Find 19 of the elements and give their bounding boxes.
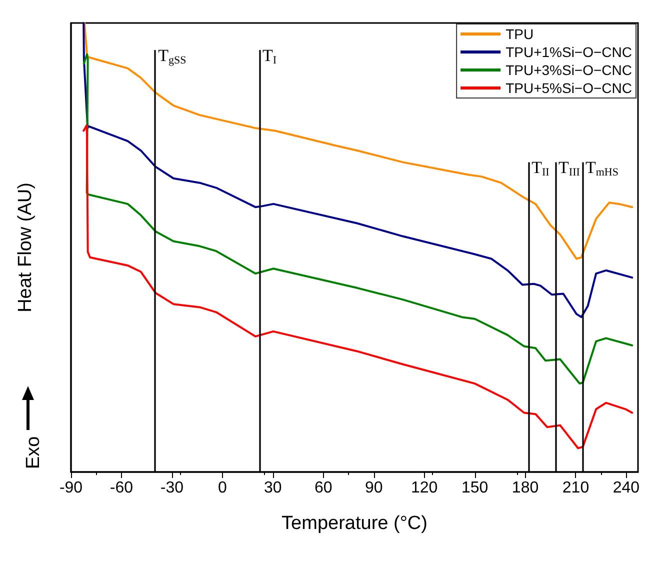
legend-label: TPU — [506, 26, 534, 42]
x-tick-label: -30 — [160, 480, 184, 496]
x-tick-label: -90 — [59, 480, 83, 496]
x-tick-label: 60 — [314, 480, 332, 496]
text: Exo — [23, 436, 44, 469]
x-axis-title: Temperature (°C) — [282, 513, 428, 534]
x-tick-label: 0 — [218, 480, 227, 496]
y-axis-title: Heat Flow (AU) — [15, 182, 36, 312]
x-tick-label: -60 — [110, 480, 134, 496]
x-tick-label: 240 — [612, 480, 640, 496]
legend-label: TPU+1%Si−O−CNC — [506, 44, 632, 60]
legend-label: TPU+3%Si−O−CNC — [506, 62, 632, 78]
legend-label: TPU+5%Si−O−CNC — [506, 80, 632, 96]
x-tick-label: 120 — [410, 480, 438, 496]
x-tick-label: 90 — [364, 480, 383, 496]
x-tick-label: 180 — [512, 480, 539, 496]
x-tick-label: 210 — [562, 480, 590, 496]
x-tick-label: 150 — [461, 480, 488, 496]
x-tick-label: 30 — [264, 480, 282, 496]
